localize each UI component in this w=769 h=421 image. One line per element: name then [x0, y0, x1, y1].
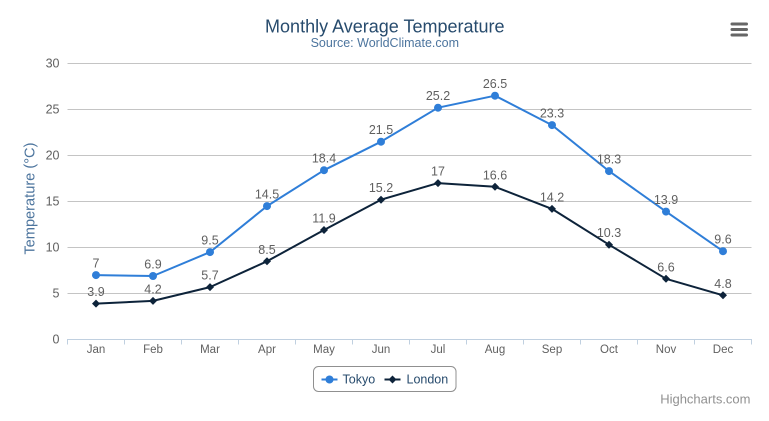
svg-text:7: 7 [93, 257, 100, 271]
svg-text:15.2: 15.2 [369, 181, 393, 195]
svg-text:9.6: 9.6 [714, 233, 731, 247]
svg-text:Monthly Average Temperature: Monthly Average Temperature [265, 17, 504, 37]
svg-text:Feb: Feb [143, 344, 163, 356]
svg-text:17: 17 [431, 165, 445, 179]
svg-text:5: 5 [53, 287, 60, 301]
svg-text:London: London [407, 373, 449, 387]
svg-text:Aug: Aug [485, 344, 505, 356]
svg-text:0: 0 [53, 333, 60, 347]
svg-text:26.5: 26.5 [483, 77, 507, 91]
svg-text:11.9: 11.9 [312, 212, 335, 226]
svg-text:3.9: 3.9 [87, 285, 104, 299]
svg-text:18.4: 18.4 [312, 152, 336, 166]
svg-text:21.5: 21.5 [369, 123, 393, 137]
svg-text:Dec: Dec [713, 344, 734, 356]
svg-text:6.6: 6.6 [657, 260, 674, 274]
svg-text:5.7: 5.7 [201, 269, 218, 283]
svg-text:May: May [313, 344, 335, 356]
svg-text:18.3: 18.3 [597, 153, 621, 167]
svg-text:4.8: 4.8 [714, 277, 731, 291]
svg-text:9.5: 9.5 [201, 234, 218, 248]
svg-text:10: 10 [46, 241, 60, 255]
svg-text:Source: WorldClimate.com: Source: WorldClimate.com [311, 36, 459, 50]
svg-text:Tokyo: Tokyo [343, 373, 376, 387]
svg-text:Temperature (°C): Temperature (°C) [23, 143, 39, 255]
svg-text:6.9: 6.9 [144, 258, 161, 272]
svg-text:14.5: 14.5 [255, 188, 279, 202]
svg-text:Sep: Sep [542, 344, 562, 356]
svg-text:8.5: 8.5 [258, 243, 275, 257]
svg-text:10.3: 10.3 [597, 226, 621, 240]
svg-text:16.6: 16.6 [483, 168, 507, 182]
svg-text:Mar: Mar [200, 344, 220, 356]
svg-text:25: 25 [46, 103, 60, 117]
svg-text:30: 30 [46, 57, 60, 71]
svg-text:14.2: 14.2 [540, 190, 564, 204]
svg-text:15: 15 [46, 195, 60, 209]
svg-text:20: 20 [46, 149, 60, 163]
svg-text:Oct: Oct [600, 344, 619, 356]
svg-text:Highcharts.com: Highcharts.com [660, 392, 750, 407]
svg-text:Jan: Jan [87, 344, 106, 356]
svg-text:Apr: Apr [258, 344, 276, 356]
svg-text:Nov: Nov [656, 344, 677, 356]
svg-text:13.9: 13.9 [654, 193, 678, 207]
svg-text:25.2: 25.2 [426, 89, 450, 103]
svg-text:Jul: Jul [431, 344, 446, 356]
svg-text:23.3: 23.3 [540, 107, 564, 121]
svg-text:Jun: Jun [372, 344, 391, 356]
svg-text:4.2: 4.2 [144, 282, 161, 296]
